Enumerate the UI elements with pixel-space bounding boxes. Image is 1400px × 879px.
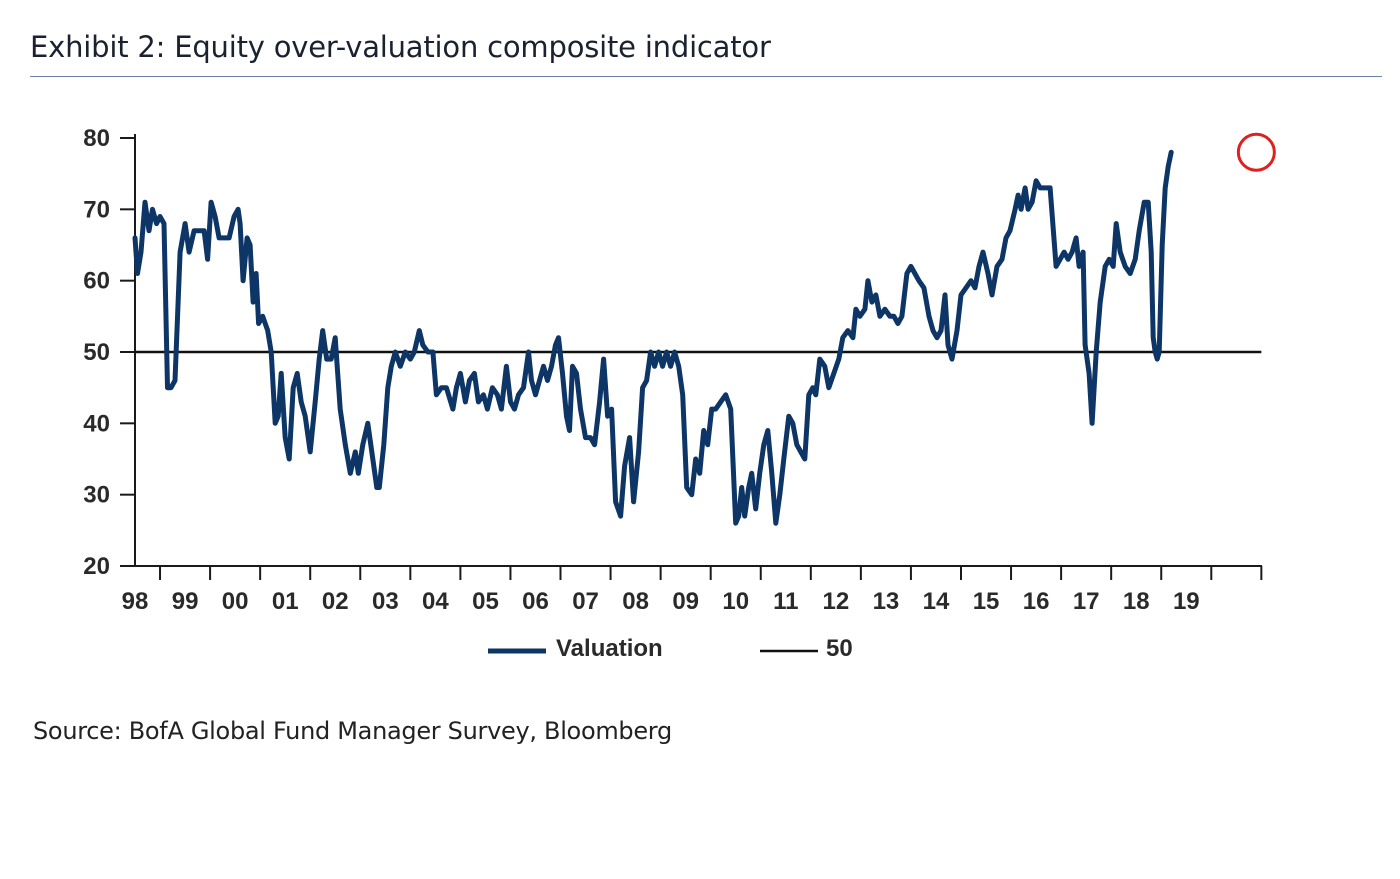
highlight-circle xyxy=(1236,132,1276,172)
x-tick-label: 06 xyxy=(522,588,549,615)
x-tick-label: 14 xyxy=(923,588,950,615)
y-tick-label: 20 xyxy=(83,553,110,580)
x-tick-label: 15 xyxy=(973,588,1000,615)
source-note: Source: BofA Global Fund Manager Survey,… xyxy=(33,717,672,745)
chart-title: Exhibit 2: Equity over-valuation composi… xyxy=(30,30,771,64)
x-tick-label: 07 xyxy=(572,588,599,615)
x-tick-label: 10 xyxy=(722,588,749,615)
legend-label-valuation: Valuation xyxy=(556,635,663,662)
title-divider xyxy=(30,76,1382,77)
legend: Valuation 50 xyxy=(488,635,853,662)
x-tick-label: 12 xyxy=(823,588,850,615)
x-tick-label: 04 xyxy=(422,588,449,615)
y-tick-label: 40 xyxy=(83,410,110,437)
x-tick-label: 19 xyxy=(1173,588,1200,615)
x-tick-label: 18 xyxy=(1123,588,1150,615)
x-tick-label: 01 xyxy=(272,588,299,615)
y-tick-label: 60 xyxy=(83,268,110,295)
valuation-line xyxy=(132,149,1174,526)
x-tick-label: 11 xyxy=(773,588,798,615)
legend-label-50: 50 xyxy=(826,635,853,662)
chart-axes: 20 30 40 50 60 70 80 98 99 00 01 02 03 04 05 06 07 08 09 10… xyxy=(83,125,1263,615)
x-tick-label: 08 xyxy=(622,588,649,615)
y-tick-label: 80 xyxy=(83,125,110,152)
x-tick-label: 99 xyxy=(172,588,199,615)
x-tick-label: 13 xyxy=(873,588,900,615)
y-tick-label: 50 xyxy=(83,339,110,366)
x-tick-label: 00 xyxy=(222,588,249,615)
x-tick-label: 02 xyxy=(322,588,349,615)
y-tick-label: 30 xyxy=(83,482,110,509)
y-tick-label: 70 xyxy=(83,196,110,223)
valuation-series xyxy=(132,149,1174,526)
x-tick-label: 17 xyxy=(1073,588,1100,615)
x-tick-label: 16 xyxy=(1023,588,1050,615)
x-tick-label: 09 xyxy=(672,588,699,615)
x-tick-label: 05 xyxy=(472,588,499,615)
highlight-circle-mark xyxy=(1236,132,1276,172)
x-tick-label: 98 xyxy=(122,588,149,615)
x-tick-label: 03 xyxy=(372,588,399,615)
